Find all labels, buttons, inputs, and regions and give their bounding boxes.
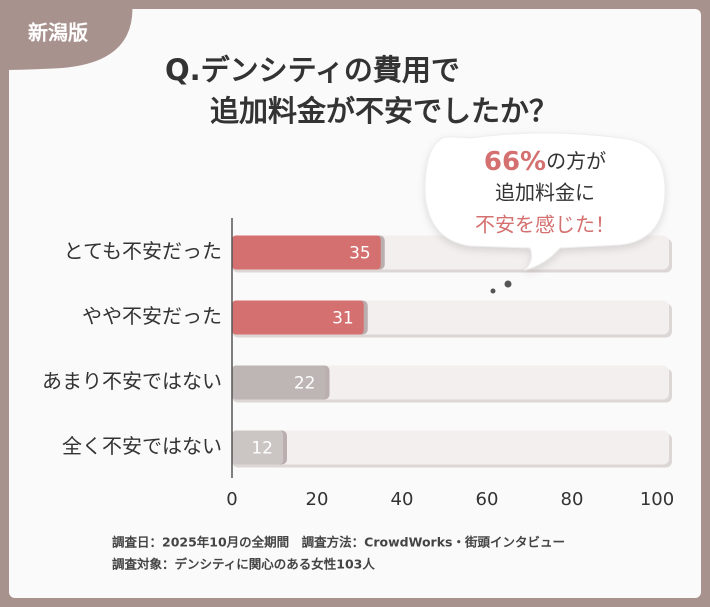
value-label: 22 xyxy=(294,374,316,394)
bar xyxy=(232,235,381,270)
x-tick-label: 40 xyxy=(391,489,414,510)
x-tick-label: 80 xyxy=(561,489,584,510)
bar xyxy=(232,430,283,465)
note: 調査日：2025年10月の全期間 調査方法：CrowdWorks・街頭インタビュ… xyxy=(112,535,565,550)
speech-bubble xyxy=(424,132,666,294)
bar xyxy=(232,365,326,400)
x-tick-label: 0 xyxy=(226,489,237,510)
x-tick-label: 60 xyxy=(476,489,499,510)
track xyxy=(232,430,669,465)
annotation-line: 不安を感じた！ xyxy=(475,213,615,237)
value-label: 12 xyxy=(251,439,273,459)
value-label: 31 xyxy=(332,309,354,329)
bar xyxy=(232,300,364,335)
x-tick-label: 20 xyxy=(306,489,329,510)
badge-shape xyxy=(0,0,133,70)
value-label: 35 xyxy=(349,244,371,264)
annotation-text: の方が xyxy=(546,149,606,173)
y-tick-label: とても不安だった xyxy=(64,239,222,263)
badge: 新潟版 xyxy=(28,21,88,45)
x-tick-label: 100 xyxy=(640,489,674,510)
title-line: 追加料金が不安でしたか？ xyxy=(210,94,558,128)
title-line: Q.デンシティの費用で xyxy=(165,53,460,87)
y-tick-label: あまり不安ではない xyxy=(42,369,222,393)
y-tick-label: 全く不安ではない xyxy=(62,434,222,458)
y-tick-label: やや不安だった xyxy=(82,304,222,328)
track xyxy=(232,365,669,400)
annotation-line: 66%の方が xyxy=(484,147,606,177)
note: 調査対象：デンシティに関心のある女性103人 xyxy=(112,557,375,572)
annotation-line: 追加料金に xyxy=(495,181,595,205)
annotation-highlight: 66% xyxy=(484,147,546,177)
